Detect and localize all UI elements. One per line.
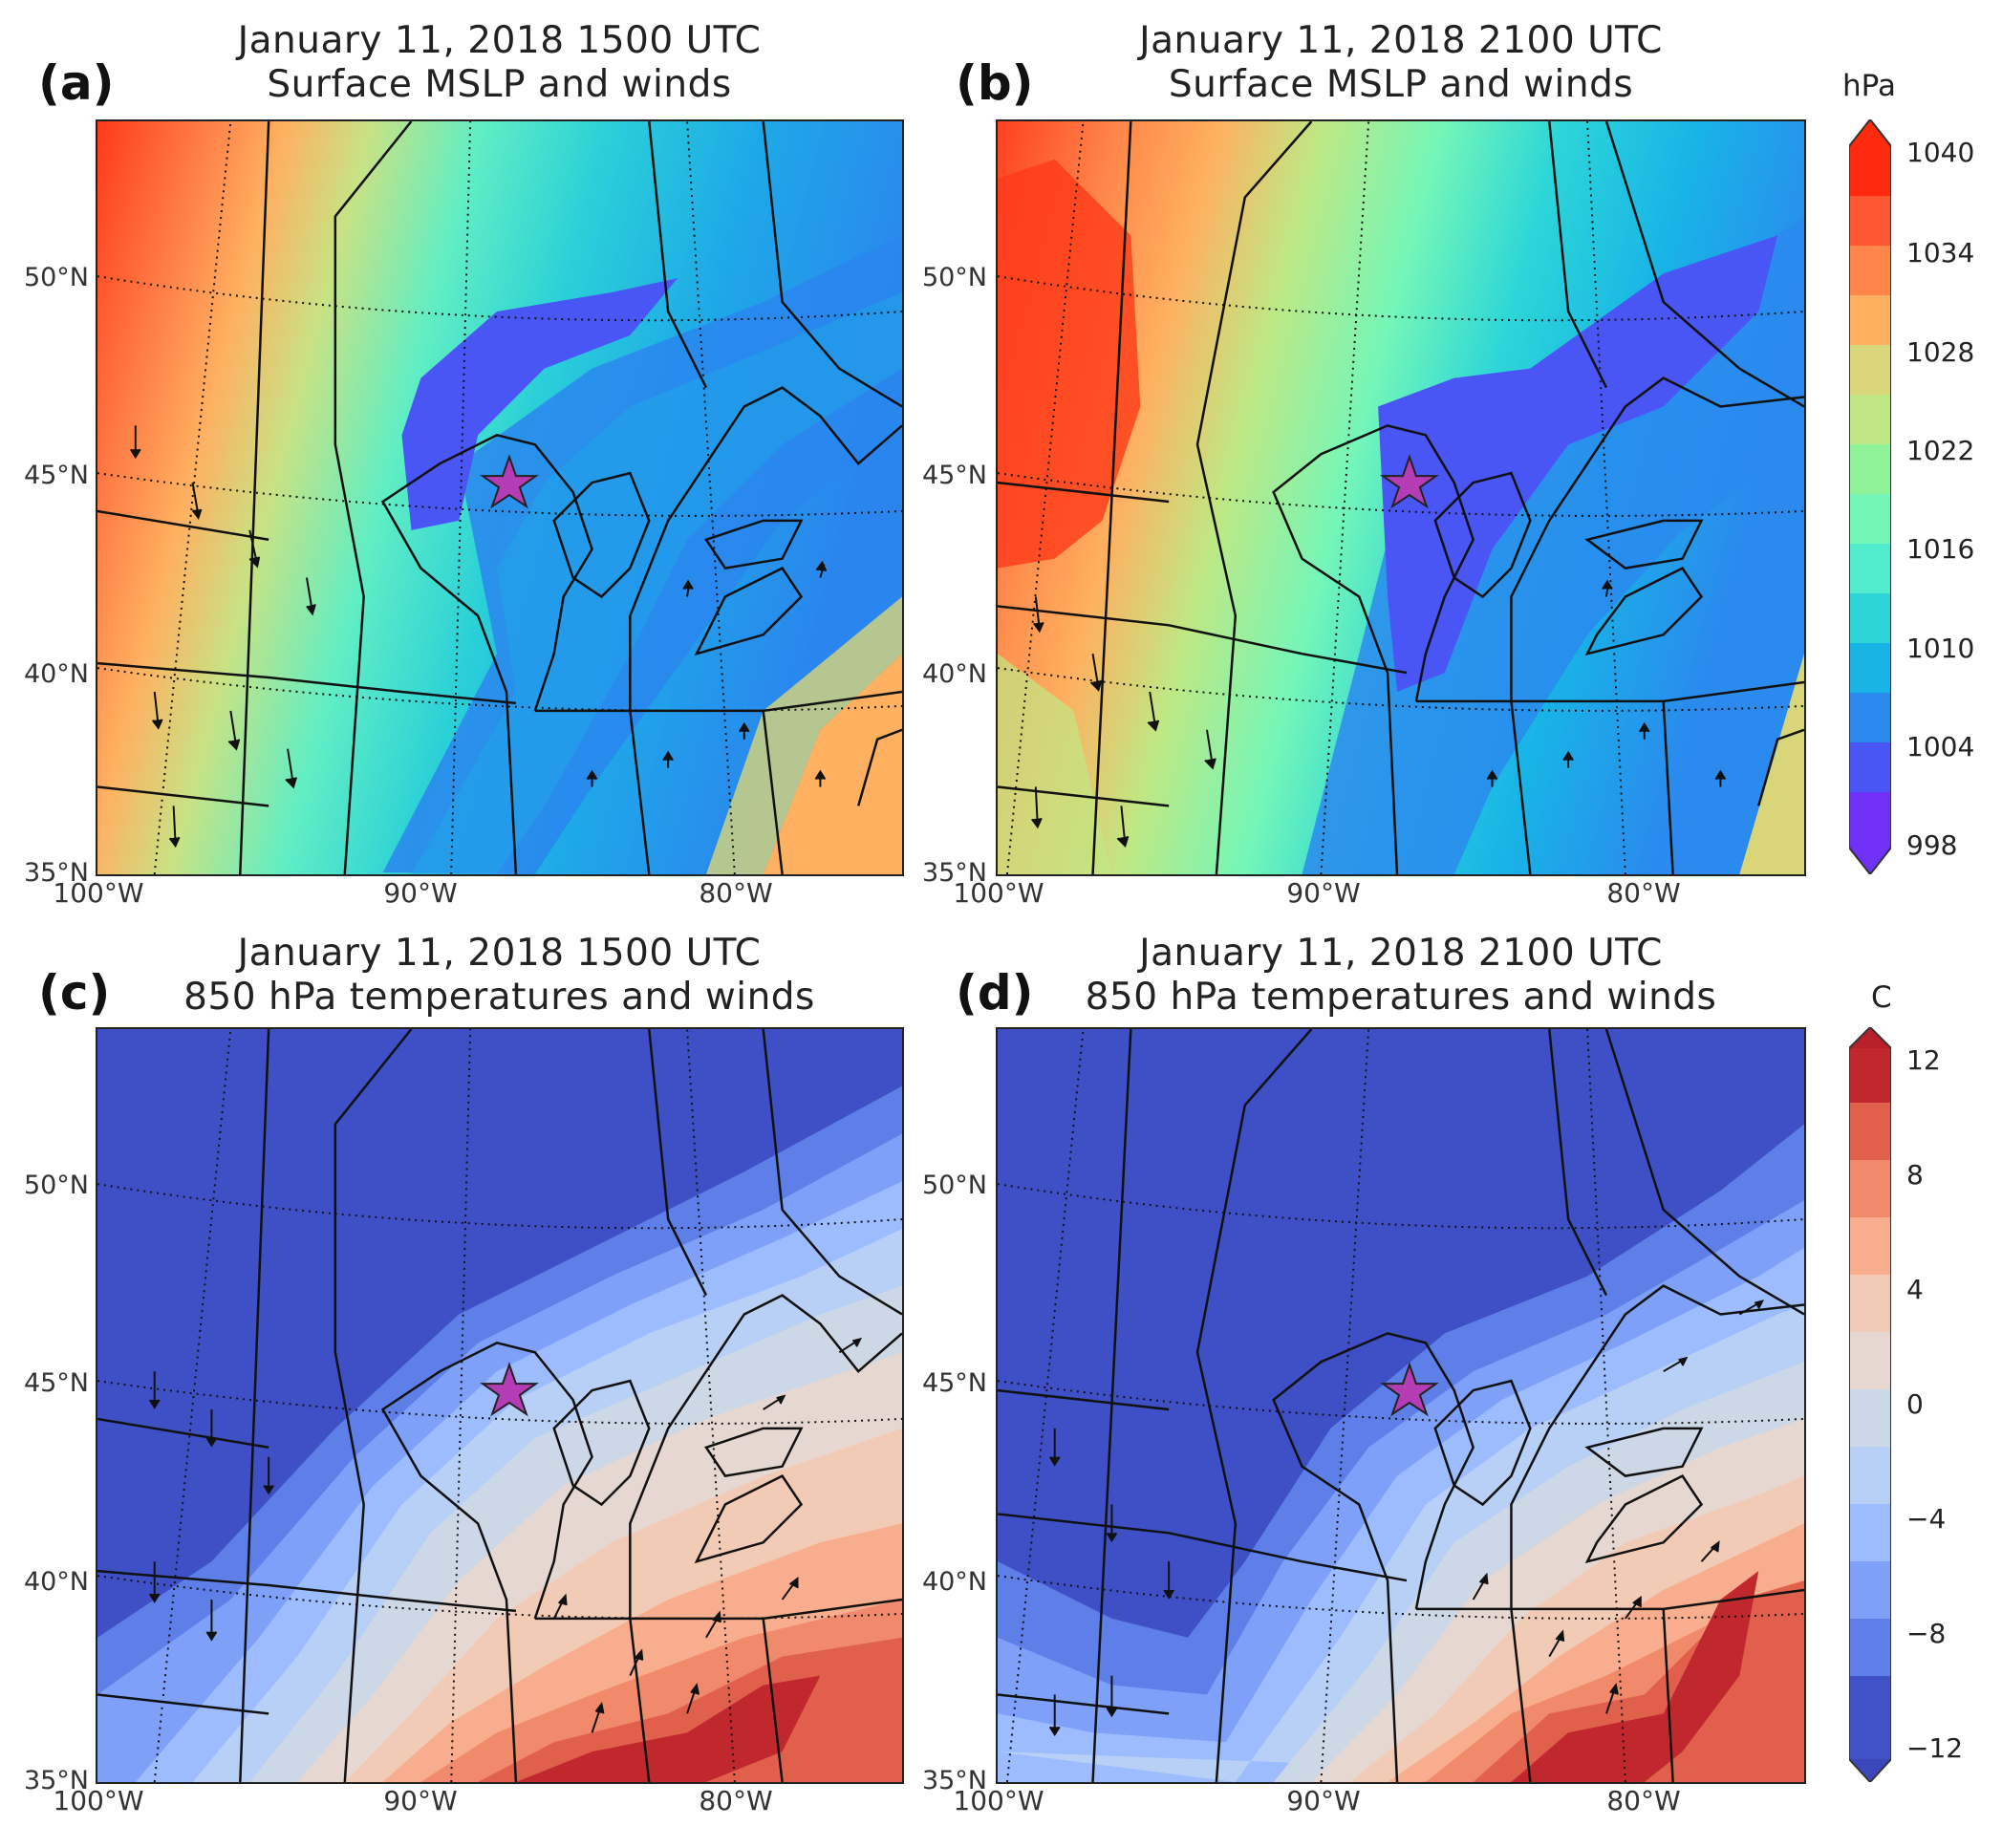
lon-tick-c-80: 80°W xyxy=(699,1785,773,1816)
lat-tick-c-50: 50°N xyxy=(23,1171,89,1200)
lat-tick-c-35: 35°N xyxy=(23,1766,89,1795)
colorbar-mslp-tick-998: 998 xyxy=(1906,829,1958,861)
panel-b-title-line2: Surface MSLP and winds xyxy=(1168,63,1634,106)
lon-tick-c-100: 100°W xyxy=(53,1785,144,1816)
lat-tick-d-40: 40°N xyxy=(921,1567,987,1597)
colorbar-mslp-tick-1010: 1010 xyxy=(1906,633,1975,664)
lon-tick-d-80: 80°W xyxy=(1606,1785,1681,1816)
panel-a-title-line2: Surface MSLP and winds xyxy=(267,63,732,106)
wind-vectors-b xyxy=(1031,579,1727,849)
wind-vectors-d xyxy=(1048,1300,1765,1737)
lat-tick-d-35: 35°N xyxy=(921,1766,987,1795)
panel-c-title: January 11, 2018 1500 UTC 850 hPa temper… xyxy=(96,932,903,1020)
lat-tick-b-50: 50°N xyxy=(921,263,987,292)
lat-tick-a-40: 40°N xyxy=(23,659,89,689)
panel-d-title-line1: January 11, 2018 2100 UTC xyxy=(1139,932,1663,975)
mslp-contour-map-a xyxy=(97,121,902,874)
panel-c-map xyxy=(96,1027,904,1784)
panel-b-title: January 11, 2018 2100 UTC Surface MSLP a… xyxy=(996,19,1806,107)
temperature-contour-map-c xyxy=(97,1029,902,1782)
location-star-icon xyxy=(1379,454,1439,509)
colorbar-temp xyxy=(1849,1027,1891,1782)
lon-tick-a-90: 90°W xyxy=(383,877,458,909)
colorbar-temp-tick-neg4: −4 xyxy=(1906,1503,1947,1535)
lat-tick-b-35: 35°N xyxy=(921,858,987,888)
lat-tick-c-45: 45°N xyxy=(23,1368,89,1398)
colorbar-temp-tick-4: 4 xyxy=(1906,1274,1924,1305)
mslp-contour-map-b xyxy=(998,121,1804,874)
lon-tick-b-80: 80°W xyxy=(1606,877,1681,909)
colorbar-mslp-tick-1016: 1016 xyxy=(1906,533,1975,565)
panel-b-title-line1: January 11, 2018 2100 UTC xyxy=(1139,19,1663,62)
panel-d-map xyxy=(996,1027,1806,1784)
wind-vectors-a xyxy=(129,425,828,849)
panel-b-map xyxy=(996,119,1806,876)
panel-c-title-line1: January 11, 2018 1500 UTC xyxy=(237,932,762,975)
lon-tick-a-100: 100°W xyxy=(53,877,144,909)
lon-tick-b-100: 100°W xyxy=(953,877,1044,909)
colorbar-temp-tick-12: 12 xyxy=(1906,1044,1941,1076)
lat-tick-d-50: 50°N xyxy=(921,1171,987,1200)
panel-a-title-line1: January 11, 2018 1500 UTC xyxy=(237,19,762,62)
colorbar-mslp xyxy=(1849,119,1891,874)
colorbar-temp-unit: C xyxy=(1871,980,1892,1015)
temperature-contour-map-d xyxy=(998,1029,1804,1782)
panel-b-label: (b) xyxy=(956,55,1034,111)
colorbar-mslp-unit: hPa xyxy=(1842,69,1896,103)
lat-tick-c-40: 40°N xyxy=(23,1567,89,1597)
panel-d-label: (d) xyxy=(956,965,1034,1021)
colorbar-mslp-tick-1034: 1034 xyxy=(1906,237,1975,269)
colorbar-temp-tick-0: 0 xyxy=(1906,1388,1924,1420)
lon-tick-c-90: 90°W xyxy=(383,1785,458,1816)
lat-tick-d-45: 45°N xyxy=(921,1368,987,1398)
panel-c-title-line2: 850 hPa temperatures and winds xyxy=(183,976,815,1019)
panel-d-title-line2: 850 hPa temperatures and winds xyxy=(1085,976,1717,1019)
lat-tick-a-35: 35°N xyxy=(23,858,89,888)
panel-a-title: January 11, 2018 1500 UTC Surface MSLP a… xyxy=(96,19,903,107)
lat-tick-a-50: 50°N xyxy=(23,263,89,292)
colorbar-temp-tick-neg12: −12 xyxy=(1906,1732,1964,1764)
colorbar-temp-tick-neg8: −8 xyxy=(1906,1618,1947,1649)
panel-c-label: (c) xyxy=(38,965,111,1021)
lon-tick-a-80: 80°W xyxy=(699,877,773,909)
colorbar-mslp-tick-1004: 1004 xyxy=(1906,731,1975,763)
colorbar-mslp-tick-1028: 1028 xyxy=(1906,336,1975,368)
lat-tick-b-45: 45°N xyxy=(921,461,987,490)
colorbar-temp-tick-8: 8 xyxy=(1906,1159,1924,1191)
lon-tick-b-90: 90°W xyxy=(1286,877,1361,909)
panel-d-title: January 11, 2018 2100 UTC 850 hPa temper… xyxy=(996,932,1806,1020)
lon-tick-d-90: 90°W xyxy=(1286,1785,1361,1816)
panel-a-map xyxy=(96,119,904,876)
lat-tick-a-45: 45°N xyxy=(23,461,89,490)
location-star-icon xyxy=(479,1362,539,1417)
location-star-icon xyxy=(1379,1362,1439,1417)
location-star-icon xyxy=(479,454,539,509)
colorbar-mslp-tick-1040: 1040 xyxy=(1906,137,1975,168)
colorbar-mslp-tick-1022: 1022 xyxy=(1906,435,1975,466)
panel-a-label: (a) xyxy=(38,55,115,111)
lat-tick-b-40: 40°N xyxy=(921,659,987,689)
lon-tick-d-100: 100°W xyxy=(953,1785,1044,1816)
wind-vectors-c xyxy=(148,1337,863,1733)
